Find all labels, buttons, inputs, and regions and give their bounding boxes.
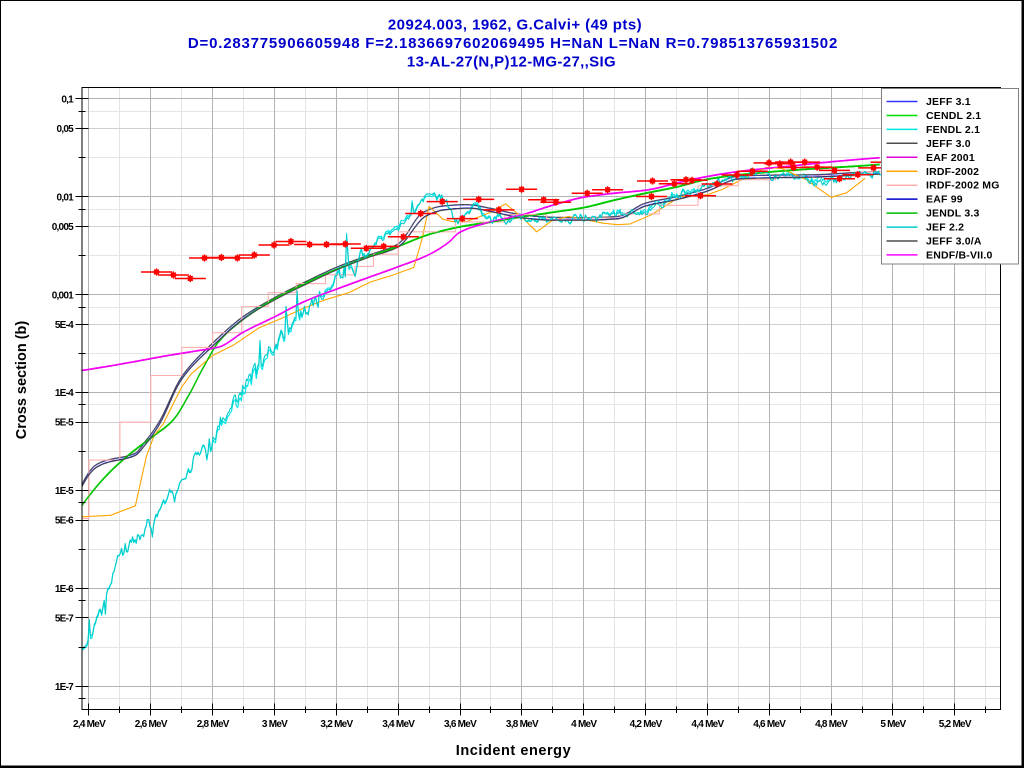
- svg-text:EAF 2001: EAF 2001: [926, 152, 975, 164]
- svg-text:JEFF 3.0: JEFF 3.0: [926, 138, 971, 150]
- svg-text:JEF 2.2: JEF 2.2: [926, 222, 964, 234]
- svg-text:5E-7: 5E-7: [55, 614, 74, 625]
- svg-text:0,05: 0,05: [57, 124, 75, 135]
- svg-text:3 MeV: 3 MeV: [262, 719, 288, 730]
- svg-text:20924.003, 1962, G.Calvi+ (49: 20924.003, 1962, G.Calvi+ (49 pts): [388, 17, 642, 34]
- svg-text:JEFF 3.1: JEFF 3.1: [926, 96, 971, 108]
- svg-text:Cross section (b): Cross section (b): [14, 321, 30, 440]
- svg-text:4,6 MeV: 4,6 MeV: [753, 719, 786, 730]
- svg-text:0,001: 0,001: [52, 290, 74, 301]
- svg-text:1E-5: 1E-5: [55, 486, 74, 497]
- svg-text:JEFF 3.0/A: JEFF 3.0/A: [926, 236, 982, 248]
- svg-text:1E-6: 1E-6: [55, 584, 74, 595]
- svg-text:Incident energy: Incident energy: [456, 743, 571, 759]
- svg-text:3,2 MeV: 3,2 MeV: [320, 719, 353, 730]
- svg-text:D=0.283775906605948 F=2.183669: D=0.283775906605948 F=2.1836697602069495…: [188, 35, 838, 52]
- svg-text:1E-4: 1E-4: [55, 388, 74, 399]
- svg-text:4,4 MeV: 4,4 MeV: [691, 719, 724, 730]
- svg-text:3,8 MeV: 3,8 MeV: [506, 719, 539, 730]
- svg-text:0,01: 0,01: [57, 192, 75, 203]
- svg-text:13-AL-27(N,P)12-MG-27,,SIG: 13-AL-27(N,P)12-MG-27,,SIG: [407, 54, 616, 71]
- svg-text:CENDL 2.1: CENDL 2.1: [926, 110, 981, 122]
- svg-text:5E-4: 5E-4: [55, 320, 74, 331]
- svg-text:3,6 MeV: 3,6 MeV: [444, 719, 477, 730]
- svg-text:2,8 MeV: 2,8 MeV: [197, 719, 230, 730]
- svg-text:ENDF/B-VII.0: ENDF/B-VII.0: [926, 249, 993, 261]
- svg-text:4 MeV: 4 MeV: [571, 719, 597, 730]
- svg-text:0,005: 0,005: [52, 222, 74, 233]
- svg-text:5,2 MeV: 5,2 MeV: [939, 719, 972, 730]
- svg-text:3,4 MeV: 3,4 MeV: [382, 719, 415, 730]
- svg-text:EAF 99: EAF 99: [926, 194, 963, 206]
- svg-text:4,2 MeV: 4,2 MeV: [630, 719, 663, 730]
- svg-text:FENDL 2.1: FENDL 2.1: [926, 124, 980, 136]
- svg-text:0,1: 0,1: [61, 95, 74, 106]
- svg-text:5E-5: 5E-5: [55, 418, 74, 429]
- svg-text:4,8 MeV: 4,8 MeV: [815, 719, 848, 730]
- svg-text:5 MeV: 5 MeV: [880, 719, 906, 730]
- svg-text:1E-7: 1E-7: [55, 682, 74, 693]
- svg-text:IRDF-2002 MG: IRDF-2002 MG: [926, 180, 1000, 192]
- svg-text:2,4 MeV: 2,4 MeV: [73, 719, 106, 730]
- svg-text:2,6 MeV: 2,6 MeV: [135, 719, 168, 730]
- svg-text:JENDL 3.3: JENDL 3.3: [926, 208, 980, 220]
- svg-text:IRDF-2002: IRDF-2002: [926, 166, 979, 178]
- svg-text:5E-6: 5E-6: [55, 516, 74, 527]
